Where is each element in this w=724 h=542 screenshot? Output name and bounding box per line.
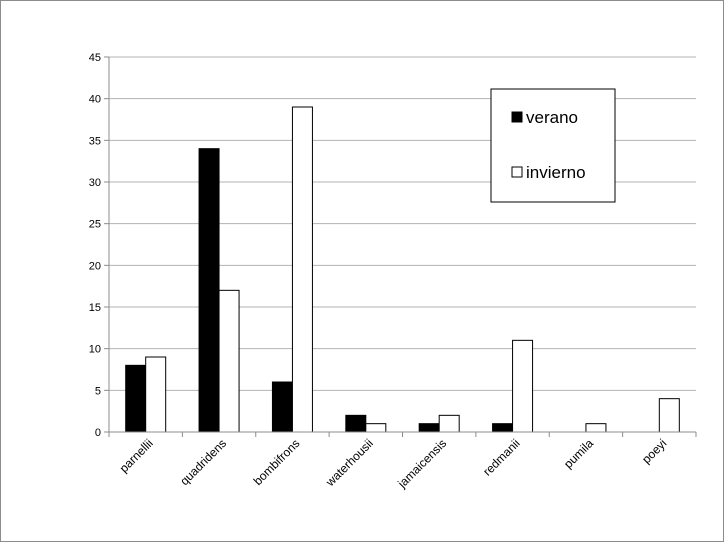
- x-tick-label: jamaicensis: [394, 436, 449, 491]
- bar-verano-quadridens: [198, 148, 220, 433]
- bar-verano-bombifrons: [271, 381, 293, 433]
- bar-invierno-bombifrons: [291, 106, 313, 433]
- bar-verano-parnellii: [125, 364, 147, 433]
- y-tick-label: 35: [89, 135, 101, 147]
- y-tick-label: 30: [89, 177, 101, 189]
- y-tick-label: 5: [95, 385, 101, 397]
- x-tick-label: redmanii: [480, 436, 522, 478]
- x-tick-label: poeyi: [639, 436, 669, 466]
- bar-invierno-redmanii: [512, 339, 534, 433]
- bar-invierno-pumila: [585, 423, 607, 433]
- bar-verano-redmanii: [492, 423, 514, 433]
- y-tick-label: 0: [95, 427, 101, 439]
- legend-label-invierno: invierno: [526, 163, 586, 182]
- x-tick-label: parnellii: [117, 436, 156, 475]
- bar-verano-jamaicensis: [418, 423, 440, 433]
- bars: [125, 106, 680, 433]
- y-tick-label: 45: [89, 52, 101, 64]
- x-tick-label: pumila: [561, 436, 596, 471]
- bar-invierno-parnellii: [145, 356, 167, 433]
- legend-swatch-verano: [511, 111, 523, 123]
- axes: [104, 56, 697, 437]
- legend: verano invierno: [490, 88, 616, 203]
- bar-invierno-jamaicensis: [438, 414, 460, 433]
- legend-label-verano: verano: [526, 108, 578, 127]
- legend-box: [490, 88, 616, 203]
- y-tick-label: 40: [89, 94, 101, 106]
- bar-invierno-quadridens: [218, 289, 240, 433]
- x-tick-label: quadridens: [177, 436, 229, 488]
- y-tick-label: 20: [89, 260, 101, 272]
- y-tick-label: 10: [89, 344, 101, 356]
- bar-invierno-poeyi: [658, 398, 680, 433]
- legend-swatch-invierno: [511, 166, 523, 178]
- y-tick-label: 15: [89, 302, 101, 314]
- x-tick-label: bombifrons: [251, 436, 303, 488]
- y-tick-label: 25: [89, 219, 101, 231]
- x-tick-label: waterhousii: [322, 436, 376, 490]
- bar-invierno-waterhousii: [365, 423, 387, 433]
- bar-verano-waterhousii: [345, 414, 367, 433]
